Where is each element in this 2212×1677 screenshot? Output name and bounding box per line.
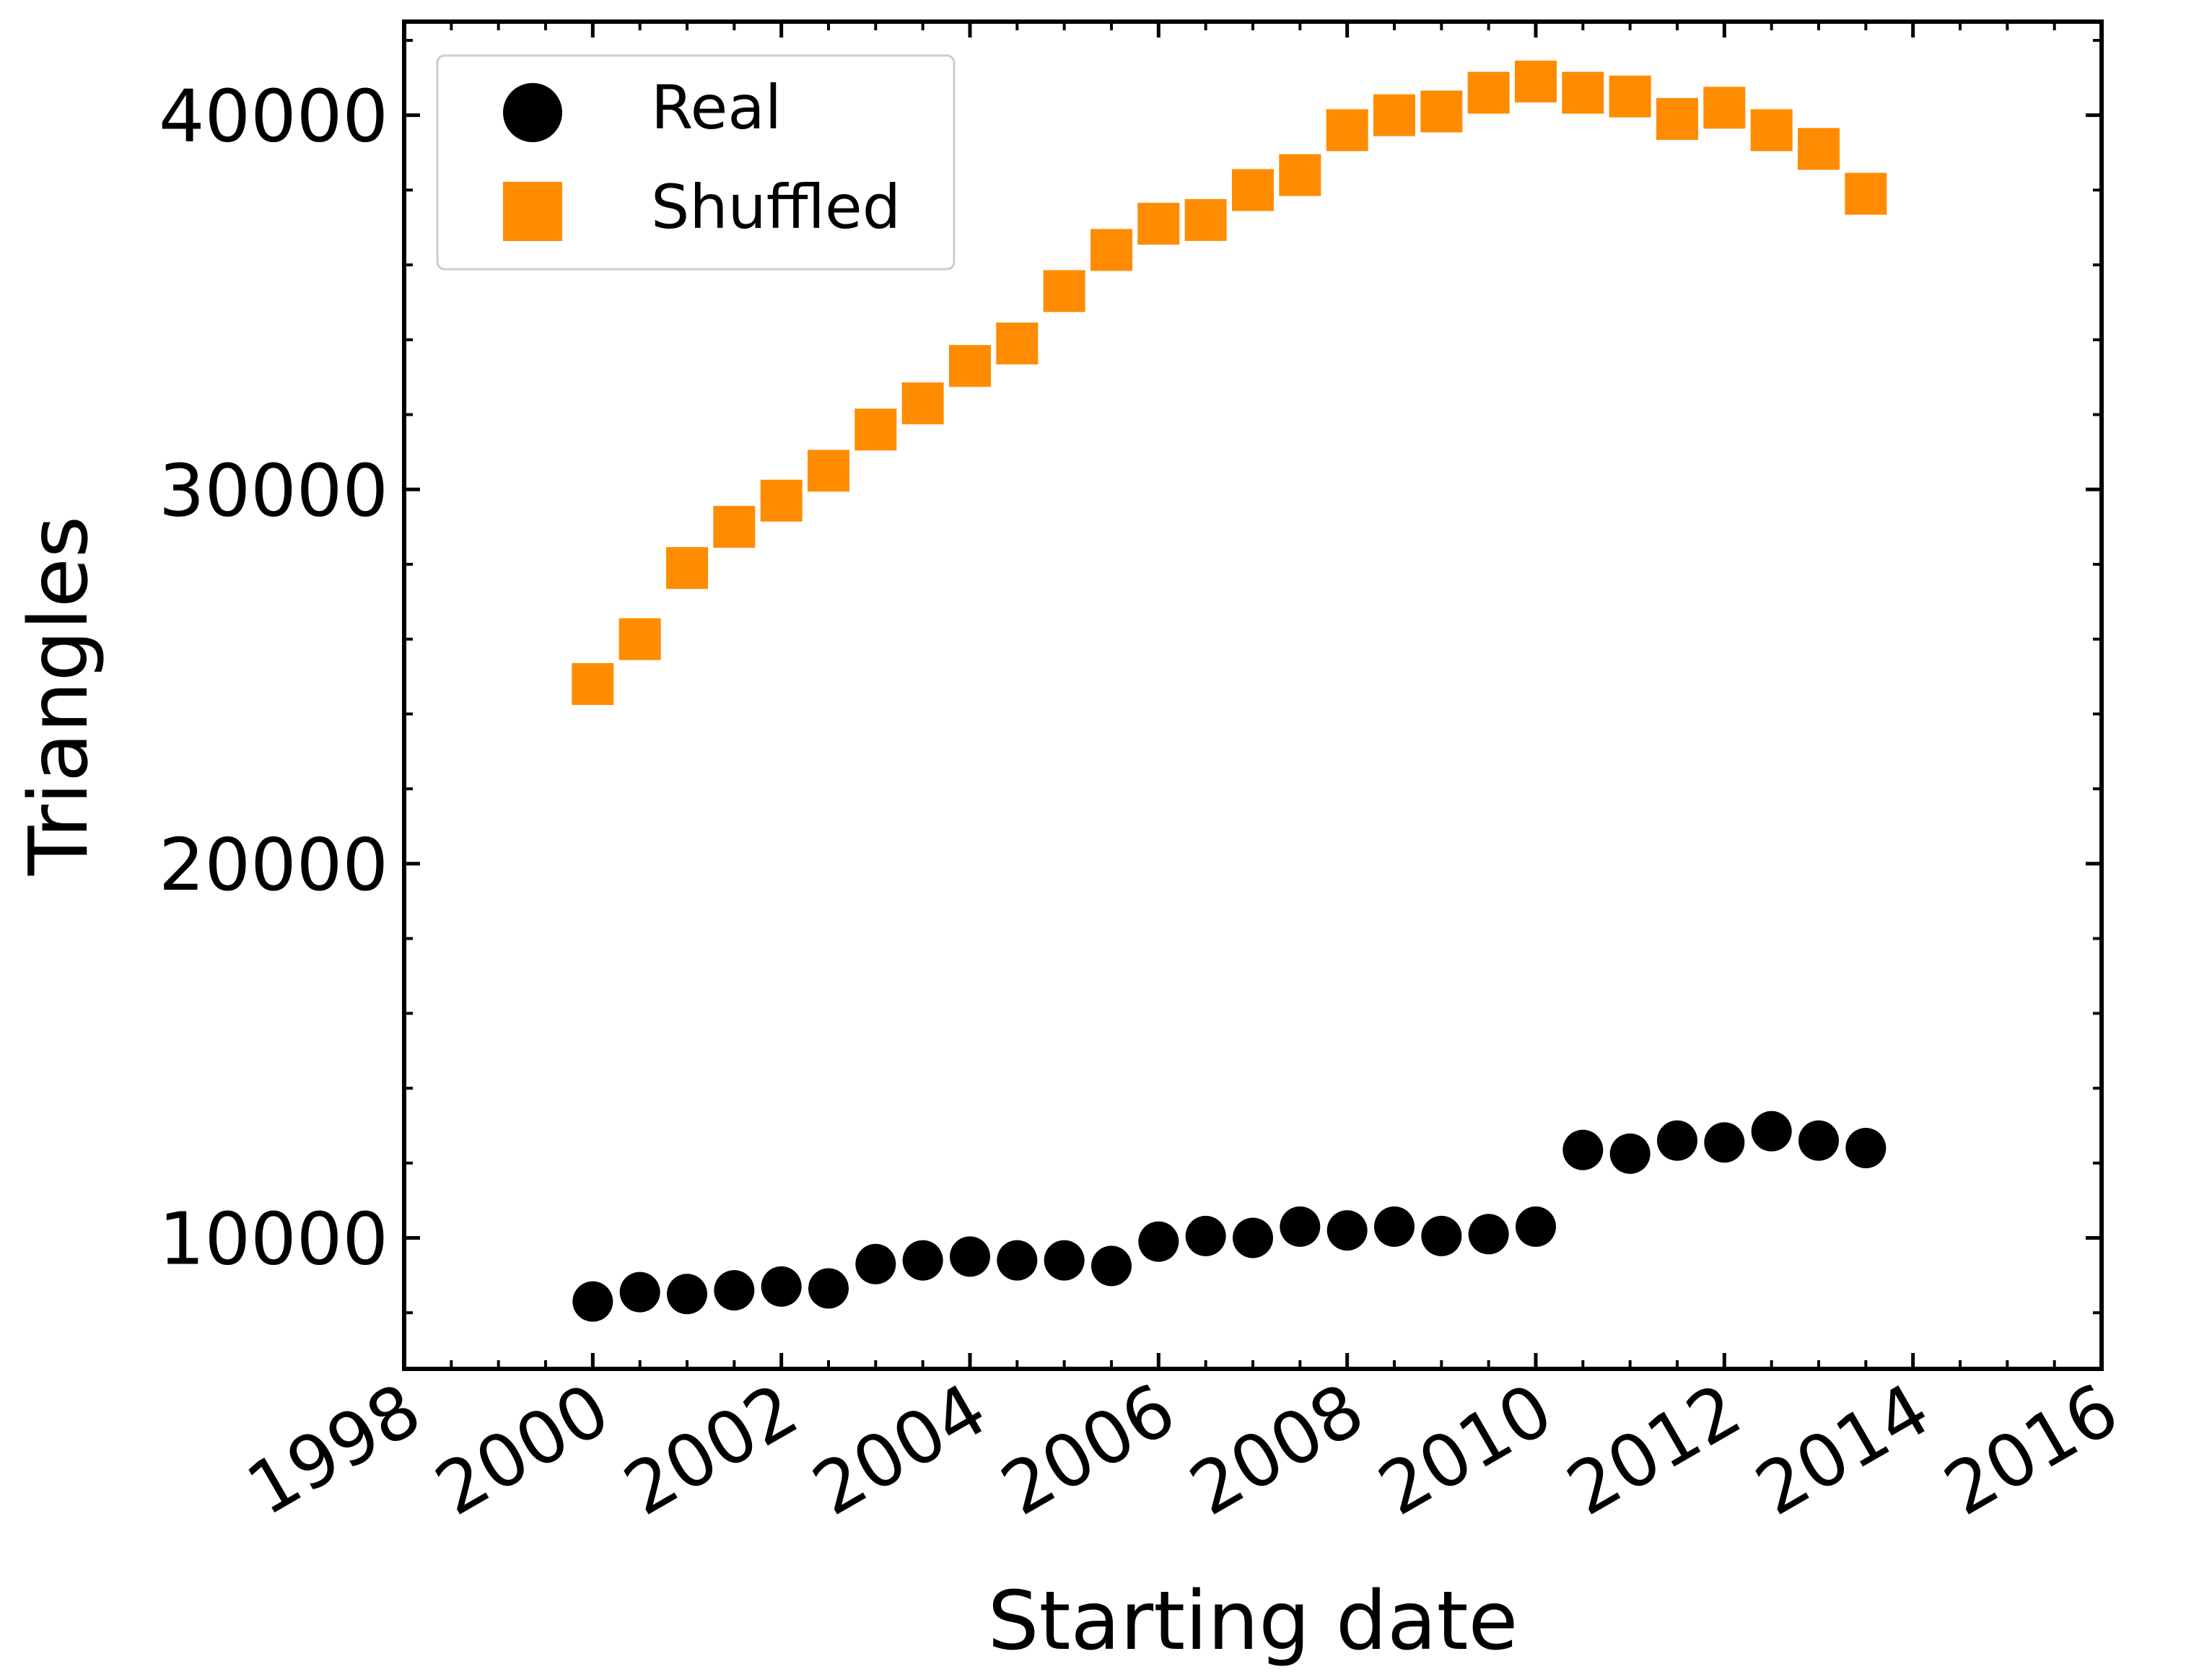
real-point (1044, 1240, 1085, 1281)
real-point (761, 1266, 802, 1307)
real-point (1326, 1210, 1368, 1251)
shuffled-point (1420, 90, 1463, 133)
shuffled-point (572, 662, 614, 705)
real-point (950, 1236, 990, 1277)
real-point (1138, 1221, 1179, 1262)
shuffled-point (666, 547, 708, 590)
real-point (667, 1274, 707, 1315)
shuffled-point (1609, 75, 1651, 118)
real-point (855, 1243, 896, 1284)
shuffled-point (996, 323, 1039, 365)
legend-shuffled-marker (503, 182, 562, 241)
real-point (1798, 1120, 1839, 1161)
real-point (1233, 1217, 1273, 1258)
series-shuffled (572, 60, 1887, 705)
legend-real-label: Real (651, 72, 782, 143)
real-point (1468, 1214, 1509, 1255)
shuffled-point (901, 382, 944, 424)
real-point (1657, 1120, 1697, 1161)
legend: Real Shuffled (436, 54, 956, 271)
shuffled-point (713, 506, 756, 548)
real-point (619, 1271, 660, 1313)
series-real (572, 1111, 1887, 1322)
shuffled-point (1232, 169, 1274, 211)
real-point (1185, 1215, 1226, 1256)
real-point (714, 1270, 755, 1311)
shuffled-point (1703, 87, 1746, 129)
real-point (808, 1268, 849, 1309)
real-point (1280, 1206, 1321, 1247)
y-tick-label: 20000 (159, 823, 388, 907)
real-point (1516, 1206, 1556, 1247)
shuffled-point (1137, 203, 1180, 245)
real-point (572, 1281, 613, 1322)
real-point (997, 1240, 1038, 1281)
real-point (1562, 1129, 1604, 1170)
shuffled-point (808, 450, 849, 492)
real-point (1091, 1245, 1132, 1287)
shuffled-point (1184, 198, 1227, 241)
shuffled-point (1373, 94, 1415, 136)
shuffled-point (618, 618, 661, 660)
real-point (1609, 1133, 1651, 1174)
real-point (1704, 1122, 1745, 1163)
y-tick-labels: 10000 20000 30000 40000 (159, 74, 388, 1282)
real-point (1845, 1128, 1887, 1169)
y-axis-label: Triangles (12, 516, 106, 876)
real-point (1374, 1206, 1415, 1247)
shuffled-point (1798, 128, 1840, 170)
x-axis-label: Starting date (988, 1575, 1518, 1668)
legend-real-marker (503, 83, 562, 142)
shuffled-point (1515, 60, 1557, 102)
y-tick-label: 30000 (159, 448, 388, 533)
shuffled-point (1656, 97, 1698, 140)
shuffled-point (1326, 109, 1368, 152)
shuffled-point (1043, 270, 1085, 312)
real-point (902, 1240, 943, 1281)
shuffled-point (949, 345, 991, 387)
shuffled-point (1562, 71, 1604, 114)
shuffled-point (760, 479, 803, 522)
shuffled-point (1750, 109, 1793, 152)
y-tick-label: 10000 (159, 1196, 388, 1281)
real-point (1751, 1111, 1792, 1152)
shuffled-point (1845, 172, 1887, 215)
legend-box (436, 54, 956, 271)
plot-frame (402, 19, 2104, 1371)
shuffled-point (1279, 154, 1321, 196)
y-tick-label: 40000 (159, 74, 388, 159)
shuffled-point (1090, 229, 1132, 271)
real-point (1421, 1215, 1462, 1256)
shuffled-point (1467, 71, 1510, 114)
shuffled-point (854, 408, 897, 451)
legend-shuffled-label: Shuffled (651, 172, 901, 242)
